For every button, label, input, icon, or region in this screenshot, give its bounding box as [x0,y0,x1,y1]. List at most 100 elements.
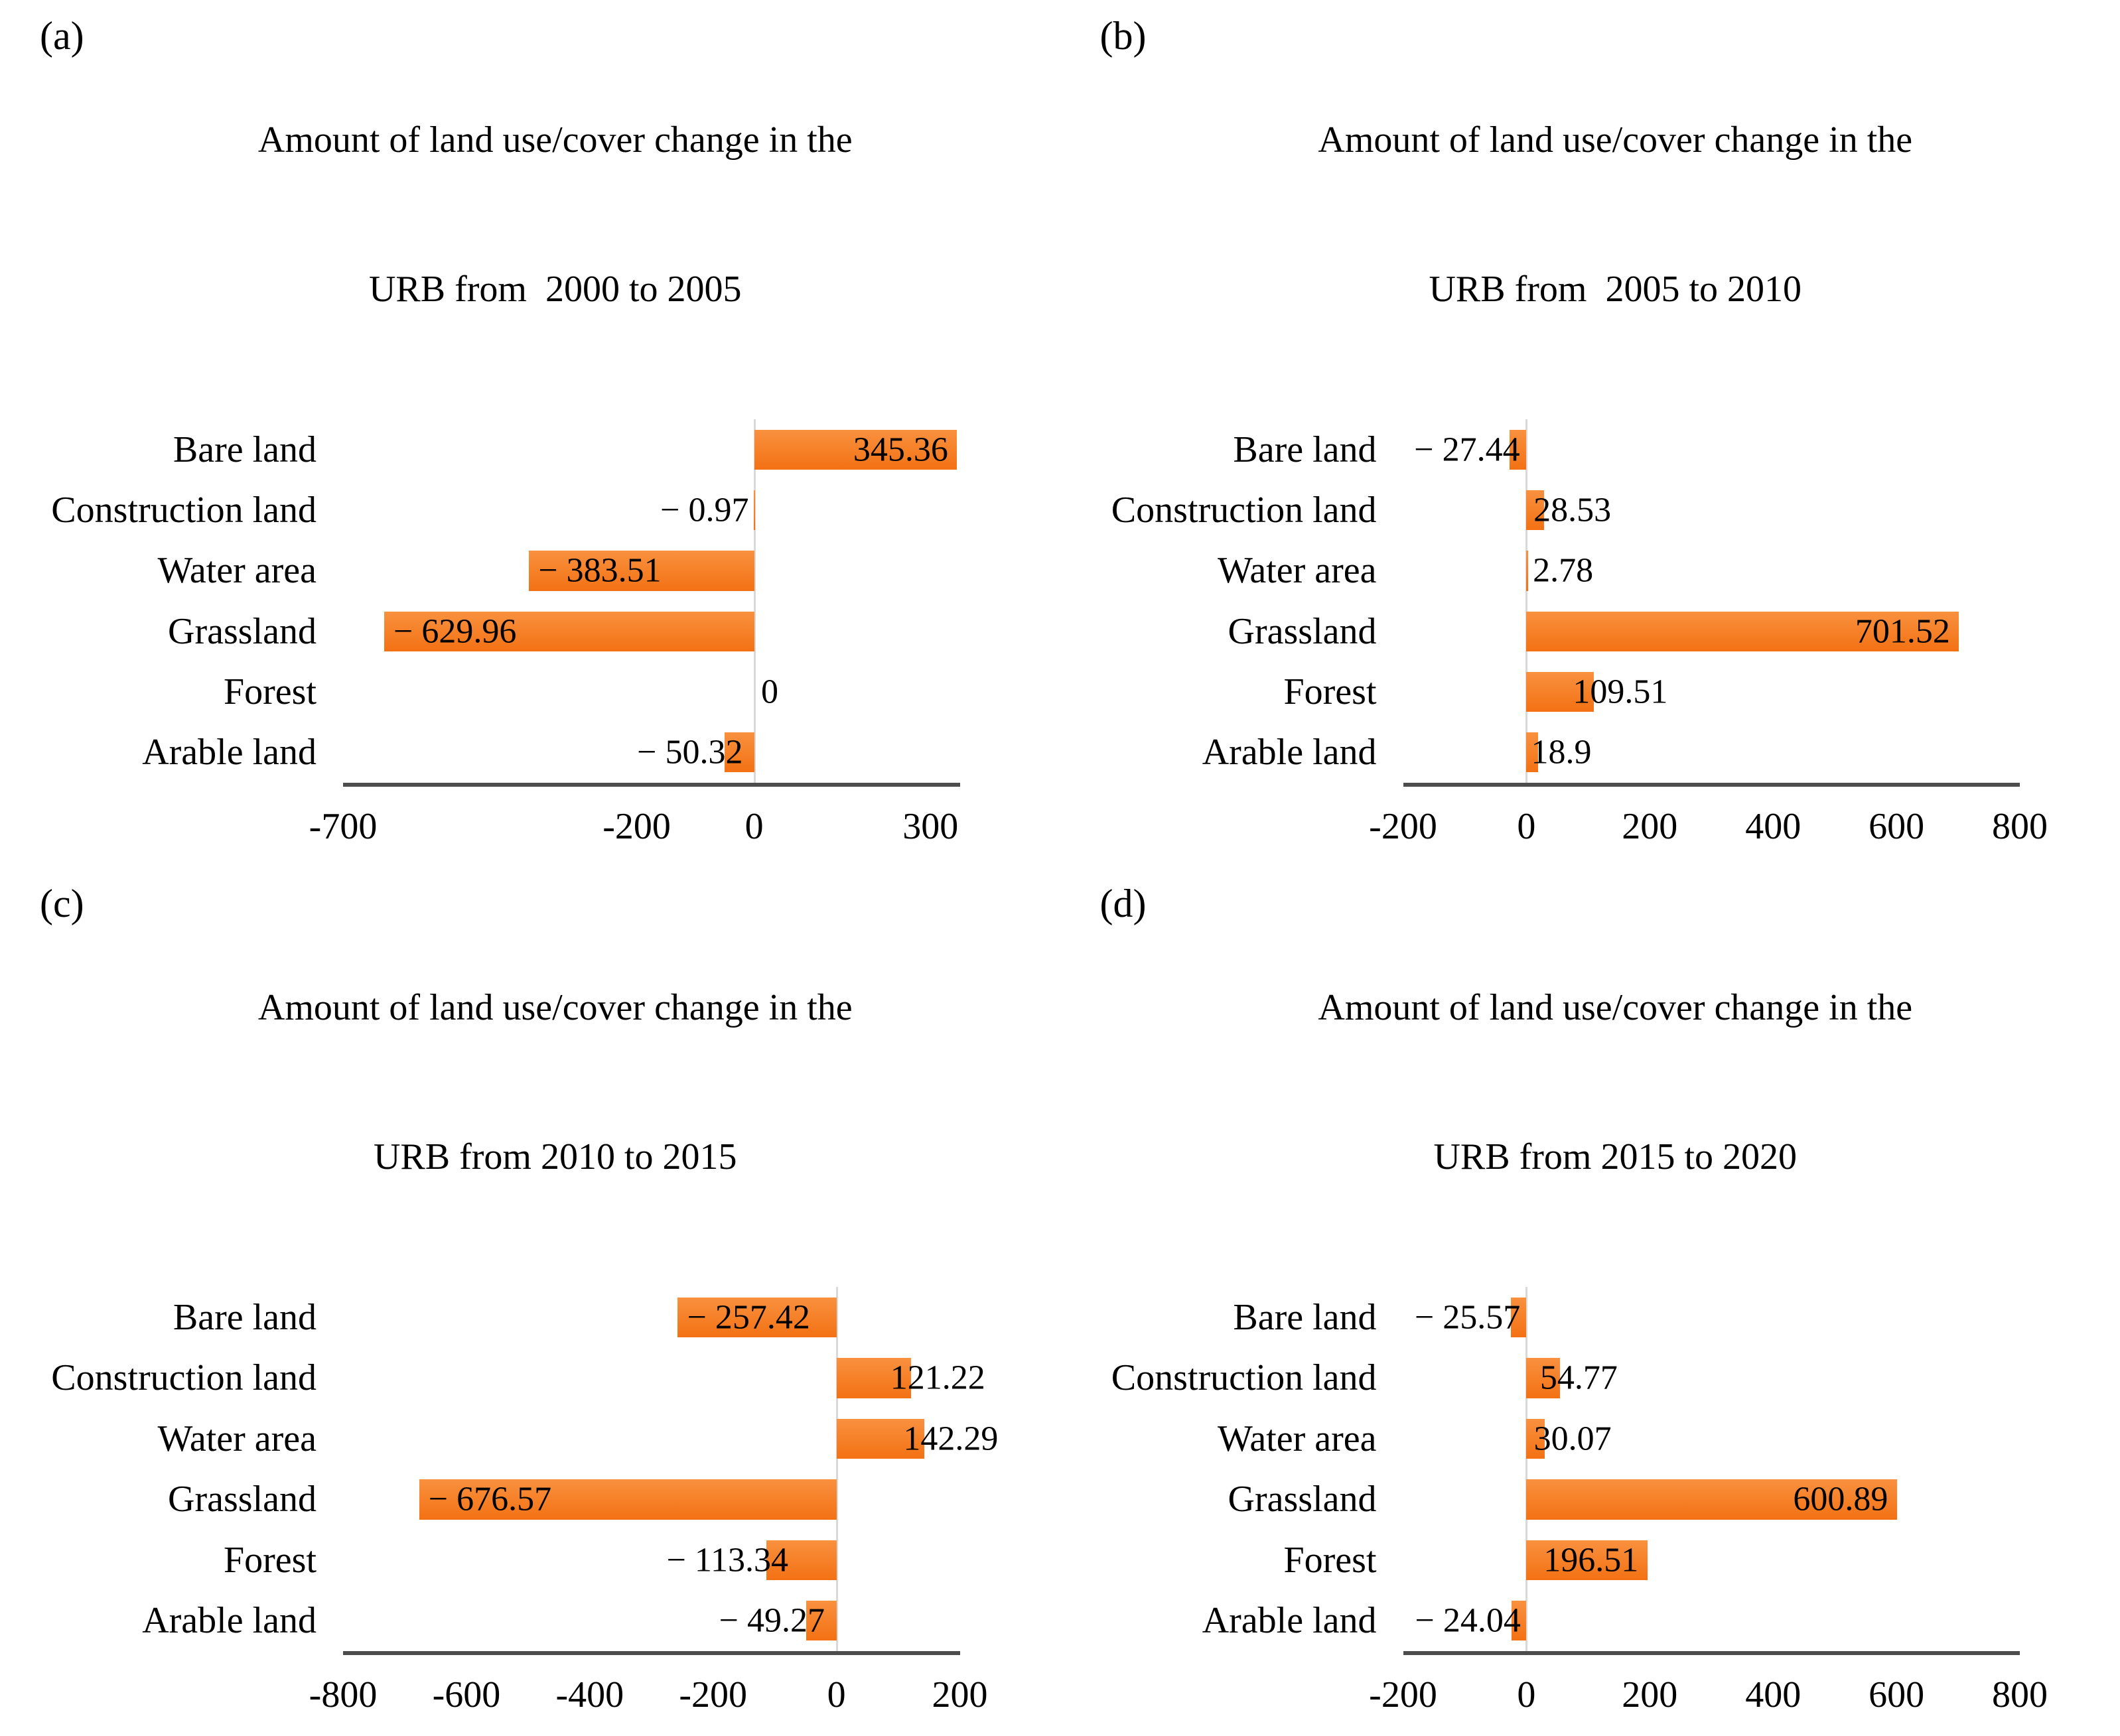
chart-title-line1: Amount of land use/cover change in the [1318,119,1913,161]
value-label: − 27.44 [1414,431,1520,469]
axis-tick-label: 0 [1517,1674,1536,1715]
bar-row: − 27.44 [1403,419,2020,480]
chart-title-line2: URB from 2015 to 2020 [1433,1136,1798,1178]
axis-tick-label: 0 [827,1674,846,1715]
category-label: Grassland [1228,610,1377,652]
value-label: 121.22 [890,1359,985,1397]
plot-area: Bare land Construction land Water area Gras… [1068,1287,2103,1651]
bar-row: − 383.51 [343,541,960,601]
chart-title-line2: URB from 2005 to 2010 [1429,269,1802,310]
category-label: Water area [157,1418,317,1459]
bar [836,1418,924,1459]
bar-row: 600.89 [1403,1469,2020,1530]
axis-tick-label: 300 [902,806,959,847]
value-label: − 113.34 [666,1541,788,1579]
bar [766,1540,837,1580]
panel-letter: (b) [1099,14,1147,58]
category-label: Construction land [1111,1357,1377,1399]
axis-tick-label: -200 [1369,1674,1437,1715]
bar [1526,611,1959,651]
value-label: 54.77 [1539,1359,1618,1397]
axis-tick-label: 400 [1745,1674,1802,1715]
bars-area: − 25.57 54.77 30.07 600.89 196.51 − 24.04 [1403,1287,2020,1651]
bar [1526,551,1528,591]
category-label: Construction land [1111,490,1377,531]
value-label: 109.51 [1573,673,1668,711]
bar [1526,732,1538,773]
axis-tick-label: -800 [309,1674,378,1715]
chart-title-line1: Amount of land use/cover change in the [257,987,853,1029]
bar-row: 18.9 [1403,722,2020,783]
category-label: Arable land [142,732,317,773]
chart-title-line2: URB from 2000 to 2005 [368,269,742,310]
bar-row: − 0.97 [343,480,960,541]
bar [677,1297,837,1338]
bar [1509,429,1527,470]
panel-letter: (c) [40,882,84,925]
axis-tick-label: -600 [432,1674,501,1715]
bar-row: 0 [343,661,960,722]
zero-gridline [1525,1287,1528,1651]
value-label: 28.53 [1533,491,1612,529]
x-axis: -200 0 200 400 600 800 [1369,1651,2048,1732]
category-label: Forest [224,671,317,713]
bar [754,429,957,470]
bar [1526,1479,1897,1520]
chart-panel-a: (a) Amount of land use/cover change in t… [0,0,1060,868]
value-label: 0 [761,673,778,711]
axis-tick-label: 600 [1869,806,1925,847]
bar-row: − 676.57 [343,1469,960,1530]
value-label: 701.52 [1855,612,1950,651]
chart-title-line1: Amount of land use/cover change in the [257,119,853,161]
bar [1526,1358,1561,1398]
plot-area: Bare land Construction land Water area Gras… [8,1287,1043,1651]
bar [1526,671,1594,712]
x-axis: -800 -600 -400 -200 0 200 [309,1651,988,1732]
panel-letter: (d) [1099,882,1147,925]
bar [836,1358,912,1398]
value-label: 30.07 [1533,1420,1612,1458]
bars-area: − 257.42 121.22 142.29 − 676.57 − 113.34 − 49… [343,1287,998,1651]
panel-header: (b) Amount of land use/cover change in t… [1068,9,2103,414]
bar-row: 2.78 [1403,541,2020,601]
category-axis: Bare land Construction land Water area Gras… [8,1287,343,1651]
category-label: Forest [1283,1539,1377,1581]
axis-tick-label: 0 [744,806,764,847]
chart-panel-d: (d) Amount of land use/cover change in t… [1060,868,2120,1736]
bar-row: − 50.32 [343,722,960,783]
category-label: Forest [1283,671,1377,713]
category-axis: Bare land Construction land Water area Gras… [1068,419,1403,783]
value-label: − 50.32 [637,733,743,771]
axis-tick-label: -700 [309,806,378,847]
category-label: Forest [224,1539,317,1581]
axis-tick-label: 800 [1992,806,2048,847]
bar-row: − 629.96 [343,601,960,661]
category-label: Construction land [51,490,317,531]
bar [753,490,755,531]
bar-row: 28.53 [1403,480,2020,541]
bar-row: − 24.04 [1403,1591,2020,1651]
panel-header: (d) Amount of land use/cover change in t… [1068,877,2103,1282]
bar [1510,1297,1527,1338]
plot-area: Bare land Construction land Water area Gras… [8,419,1043,783]
bar-row: 196.51 [1403,1530,2020,1590]
value-label: 196.51 [1543,1541,1639,1579]
category-label: Grassland [168,1479,317,1520]
category-label: Water area [1217,1418,1377,1459]
category-label: Water area [1217,550,1377,592]
zero-gridline [753,419,756,783]
value-label: − 383.51 [538,551,662,590]
value-label: 2.78 [1533,551,1594,590]
bar-row: 30.07 [1403,1408,2020,1469]
axis-tick-label: 200 [1622,806,1678,847]
category-label: Arable land [1202,732,1377,773]
x-axis: -700 -200 0 300 [309,783,960,864]
category-label: Bare land [173,1296,317,1338]
panel-header: (c) Amount of land use/cover change in t… [8,877,1043,1282]
bar-row: 121.22 [343,1348,985,1408]
axis-tick-label: 600 [1869,1674,1925,1715]
bar [384,611,754,651]
category-label: Water area [157,550,317,592]
category-axis: Bare land Construction land Water area Gras… [1068,1287,1403,1651]
category-axis: Bare land Construction land Water area Gras… [8,419,343,783]
